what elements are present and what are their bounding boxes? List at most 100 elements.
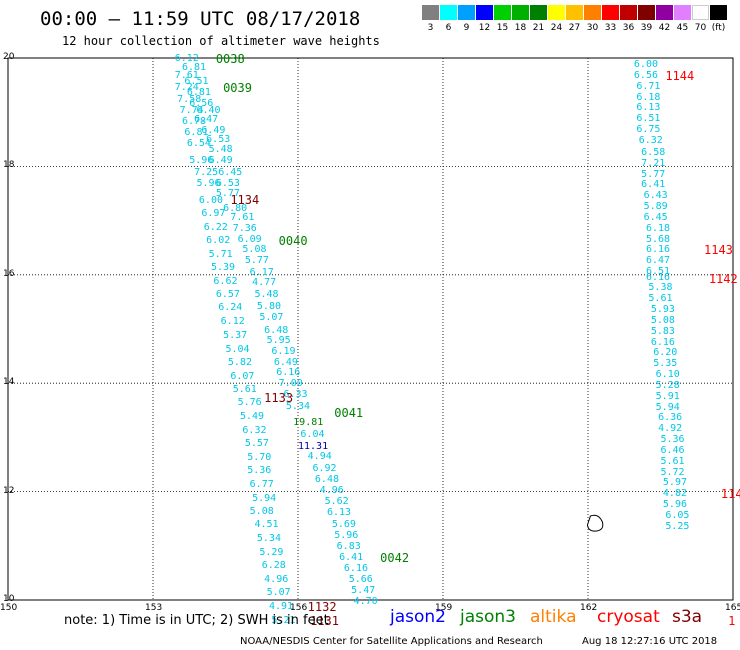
legend-swatch <box>548 5 565 20</box>
legend-swatch <box>422 5 439 20</box>
wave-height-value: 6.49 <box>273 357 298 369</box>
legend-swatch <box>692 5 709 20</box>
wave-height-value: 6.17 <box>249 267 274 279</box>
wave-height-value: 5.96 <box>334 530 359 542</box>
wave-height-value: 4.91 <box>269 600 294 612</box>
wave-height-value: 6.43 <box>643 190 668 202</box>
wave-height-value: 4.70 <box>353 595 378 607</box>
wave-height-value: 5.29 <box>259 546 284 558</box>
island-outline <box>586 514 604 532</box>
wave-height-value: 5.93 <box>650 304 675 316</box>
wave-height-value: 5.39 <box>211 262 236 274</box>
wave-height-value: 5.48 <box>208 144 233 156</box>
wave-height-value: 6.12 <box>174 53 199 65</box>
wave-height-value: 6.49 <box>208 154 233 166</box>
pass-number-label: 0040 <box>278 234 308 249</box>
wave-height-value: 5.47 <box>351 584 376 596</box>
legend-label: 70 <box>694 23 707 33</box>
legend-swatch <box>494 5 511 20</box>
wave-height-value: 4.94 <box>307 451 332 463</box>
wave-height-value: 5.71 <box>208 248 233 260</box>
wave-height-value: 5.07 <box>259 312 284 324</box>
legend-swatch <box>476 5 493 20</box>
wave-height-value: 6.36 <box>658 412 683 424</box>
pass-number-label: 1142 <box>708 272 738 287</box>
wave-height-value: 6.81 <box>186 87 211 99</box>
wave-height-value: 5.34 <box>256 533 281 545</box>
legend-swatch <box>512 5 529 20</box>
pass-number-label: 0041 <box>334 406 364 420</box>
legend-swatch <box>674 5 691 20</box>
wave-height-value: 6.45 <box>643 211 668 223</box>
wave-height-value: 6.92 <box>312 462 337 474</box>
legend-label: 24 <box>550 23 563 33</box>
wave-height-value: 6.48 <box>314 473 339 485</box>
wave-height-value: 5.37 <box>223 329 248 341</box>
wave-height-value: 4.77 <box>252 276 277 288</box>
wave-height-value: 6.53 <box>206 134 231 146</box>
wave-height-value: 6.51 <box>646 266 671 278</box>
wave-height-value: 6.53 <box>215 177 240 189</box>
wave-height-value: 6.54 <box>186 137 211 149</box>
wave-height-value: 6.07 <box>230 370 255 382</box>
x-tick-label: 162 <box>580 603 598 613</box>
legend-swatch <box>656 5 673 20</box>
wave-height-value: 6.13 <box>636 102 661 114</box>
wave-height-value: 5.62 <box>324 496 349 508</box>
wave-height-value: 6.18 <box>646 222 671 234</box>
wave-height-value: 7.21 <box>641 157 666 169</box>
wave-height-value: 6.28 <box>261 560 286 572</box>
wave-height-value: 5.61 <box>648 293 673 305</box>
legend-label: 30 <box>586 23 599 33</box>
wave-height-value: 6.05 <box>665 509 690 521</box>
wave-height-value: 6.81 <box>182 61 207 73</box>
wave-height-value: 6.56 <box>189 98 214 110</box>
wave-height-value: 5.68 <box>646 233 671 245</box>
legend-swatch <box>620 5 637 20</box>
wave-height-value: 7.61 <box>174 69 199 81</box>
map-border <box>7 57 734 601</box>
x-tick-label: 165 <box>725 603 740 613</box>
legend-swatch <box>566 5 583 20</box>
wave-height-value: 7.36 <box>232 222 257 234</box>
legend-label: (ft) <box>711 23 726 33</box>
wave-height-value: 6.47 <box>646 255 671 267</box>
wave-height-value: 5.96 <box>196 178 221 190</box>
legend-swatch <box>710 5 727 20</box>
y-tick-label: 20 <box>3 52 15 62</box>
legend-label: 9 <box>463 23 470 33</box>
wave-height-value: 6.12 <box>220 315 245 327</box>
wave-height-value: 5.04 <box>225 343 250 355</box>
pass-number-label: 0039 <box>223 80 252 95</box>
page-subtitle: 12 hour collection of altimeter wave hei… <box>62 34 380 48</box>
wave-height-value: 5.49 <box>240 410 265 422</box>
wave-height-value: 6.00 <box>198 194 223 206</box>
pass-number-label: 1 <box>728 613 736 628</box>
wave-height-value: 4.51 <box>254 519 279 531</box>
wave-height-value: 6.83 <box>336 541 361 553</box>
legend-label: 6 <box>445 23 452 33</box>
wave-height-value: 5.76 <box>237 397 262 409</box>
legend-swatch <box>530 5 547 20</box>
wave-height-value: 5.08 <box>249 505 274 517</box>
legend-label: 33 <box>604 23 617 33</box>
wave-height-value: 7.74 <box>179 104 204 116</box>
x-tick-label: 153 <box>145 603 163 613</box>
wave-height-value: 5.96 <box>189 154 214 166</box>
wave-height-value: 5.89 <box>643 201 668 213</box>
wave-height-value: 6.51 <box>184 76 209 88</box>
wave-height-value: 6.10 <box>655 369 680 381</box>
wave-height-value: 6.16 <box>646 271 671 283</box>
wave-height-value: 5.94 <box>252 492 277 504</box>
wave-height-value: 5.70 <box>247 451 272 463</box>
wave-height-value: 19.81 <box>293 416 324 428</box>
satellite-legend-altika: altika <box>530 607 577 627</box>
wave-height-value: 6.16 <box>343 563 368 575</box>
wave-height-value: 6.16 <box>646 244 671 256</box>
wave-height-value: 5.83 <box>650 325 675 337</box>
legend-label: 36 <box>622 23 635 33</box>
wave-height-value: 4.96 <box>264 573 289 585</box>
legend-label: 12 <box>478 23 491 33</box>
wave-height-value: 5.95 <box>266 335 291 347</box>
